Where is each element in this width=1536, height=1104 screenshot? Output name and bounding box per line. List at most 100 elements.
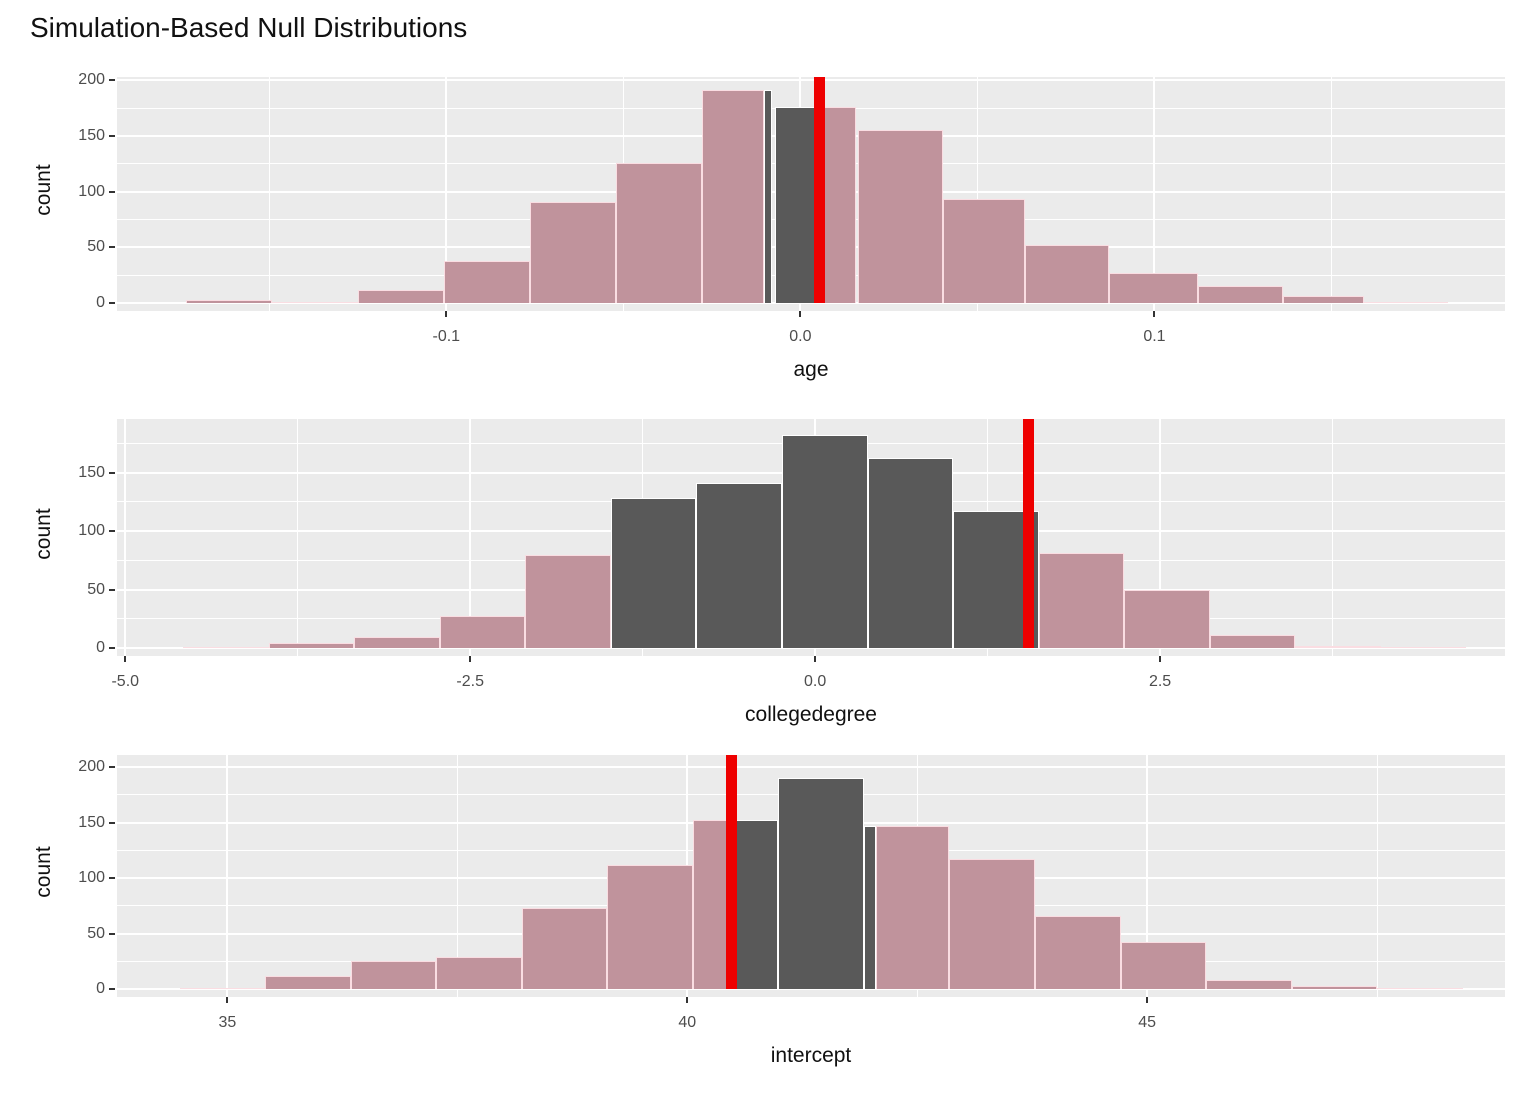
x-tick-mark [226, 997, 229, 1003]
y-tick-mark [109, 821, 115, 824]
histogram-bar-pink [350, 961, 437, 989]
x-tick-mark [469, 656, 472, 662]
y-tick-mark [109, 530, 115, 533]
histogram-bar-pink [443, 260, 530, 303]
histogram-bar-pink [525, 554, 611, 648]
histogram-bar-dark [863, 825, 876, 989]
gridline-major-v [1146, 755, 1149, 997]
gridline-minor-v [1376, 755, 1378, 997]
y-tick-label: 100 [78, 182, 105, 200]
histogram-bar-pink [1124, 589, 1210, 648]
y-tick-mark [109, 588, 115, 591]
y-tick-mark [109, 766, 115, 769]
observed-stat-line [813, 77, 825, 303]
gridline-major-v [226, 755, 229, 997]
histogram-bar-pink [1377, 987, 1463, 989]
y-tick-label: 150 [78, 813, 105, 831]
histogram-bar-pink [1291, 985, 1378, 989]
gridline-major-h [117, 79, 1505, 82]
axis-title-x-collegedegree: collegedegree [745, 703, 877, 726]
histogram-bar-pink [1025, 245, 1110, 303]
x-tick-mark [686, 997, 689, 1003]
y-tick-mark [109, 302, 115, 304]
histogram-bar-pink [1034, 915, 1121, 989]
gridline-major-v [1159, 419, 1162, 656]
x-tick-label: 0.0 [804, 673, 827, 690]
observed-stat-line [725, 755, 737, 989]
histogram-bar-dark [610, 498, 697, 648]
y-tick-mark [109, 647, 115, 649]
histogram-bar-pink [521, 908, 608, 989]
x-tick-mark [1146, 997, 1149, 1003]
histogram-bar-pink [607, 864, 693, 989]
gridline-minor-v [976, 77, 978, 311]
histogram-bar-dark [774, 107, 820, 303]
histogram-bar-dark [696, 483, 782, 648]
histogram-bar-dark [731, 820, 779, 989]
x-tick-label: -5.0 [111, 673, 140, 690]
x-tick-label: 35 [218, 1014, 237, 1031]
histogram-bar-pink [1363, 301, 1448, 303]
histogram-bar-pink [615, 162, 702, 303]
y-tick-mark [109, 988, 115, 990]
x-tick-mark [799, 311, 802, 317]
axis-title-y-age: count [32, 164, 55, 216]
y-tick-label: 100 [78, 869, 105, 887]
histogram-bar-pink [875, 825, 950, 989]
histogram-bar-pink [529, 201, 616, 303]
y-tick-label: 0 [96, 294, 105, 311]
histogram-bar-pink [186, 299, 273, 303]
axis-title-y-intercept: count [32, 846, 55, 898]
gridline-minor-v [297, 419, 299, 656]
y-tick-mark [109, 79, 115, 82]
histogram-bar-pink [1295, 645, 1381, 648]
histogram-bar-dark [782, 435, 868, 648]
plot-title: Simulation-Based Null Distributions [30, 12, 468, 43]
x-tick-mark [1153, 311, 1156, 317]
histogram-bar-pink [1038, 553, 1125, 648]
y-tick-mark [109, 190, 115, 193]
histogram-bar-pink [701, 90, 765, 303]
x-tick-label: 40 [678, 1014, 697, 1031]
histogram-bar-pink [1109, 272, 1198, 303]
gridline-major-h [117, 647, 1505, 649]
x-tick-label: 2.5 [1148, 673, 1172, 690]
axis-title-y-collegedegree: count [32, 507, 55, 560]
gridline-major-v [124, 419, 127, 656]
gridline-minor-v [268, 77, 270, 311]
x-tick-mark [445, 311, 448, 317]
histogram-bar-pink [1380, 646, 1467, 648]
histogram-bar-pink [183, 646, 269, 648]
x-tick-label: -2.5 [456, 673, 484, 690]
y-tick-mark [109, 877, 115, 880]
histogram-bar-pink [1206, 980, 1292, 989]
axis-title-x-intercept: intercept [770, 1044, 852, 1067]
y-tick-mark [109, 135, 115, 137]
gridline-minor-v [1332, 419, 1334, 656]
histogram-bar-pink [439, 616, 526, 648]
y-tick-label: 200 [78, 71, 105, 89]
x-tick-mark [814, 656, 817, 662]
histogram-bar-pink [1209, 635, 1296, 648]
histogram-bar-pink [179, 987, 266, 989]
histogram-bar-dark [867, 457, 954, 648]
histogram-bar-pink [268, 643, 355, 648]
histogram-bar-pink [1120, 942, 1207, 989]
histogram-bar-pink [943, 199, 1026, 303]
x-tick-label: 45 [1138, 1014, 1157, 1031]
y-tick-label: 200 [78, 758, 105, 776]
histogram-bar-pink [436, 956, 522, 989]
y-tick-mark [109, 932, 115, 935]
gridline-major-v [445, 77, 448, 311]
gridline-major-h [117, 766, 1505, 769]
y-tick-label: 150 [78, 463, 105, 481]
histogram-bar-dark [778, 778, 864, 989]
histogram-bar-pink [949, 859, 1035, 989]
x-tick-label: -0.1 [432, 328, 461, 345]
histogram-bar-pink [265, 975, 351, 989]
y-tick-label: 0 [96, 639, 105, 656]
y-tick-label: 50 [87, 580, 105, 598]
histogram-bar-pink [272, 301, 358, 303]
x-tick-label: 0.0 [789, 328, 812, 345]
